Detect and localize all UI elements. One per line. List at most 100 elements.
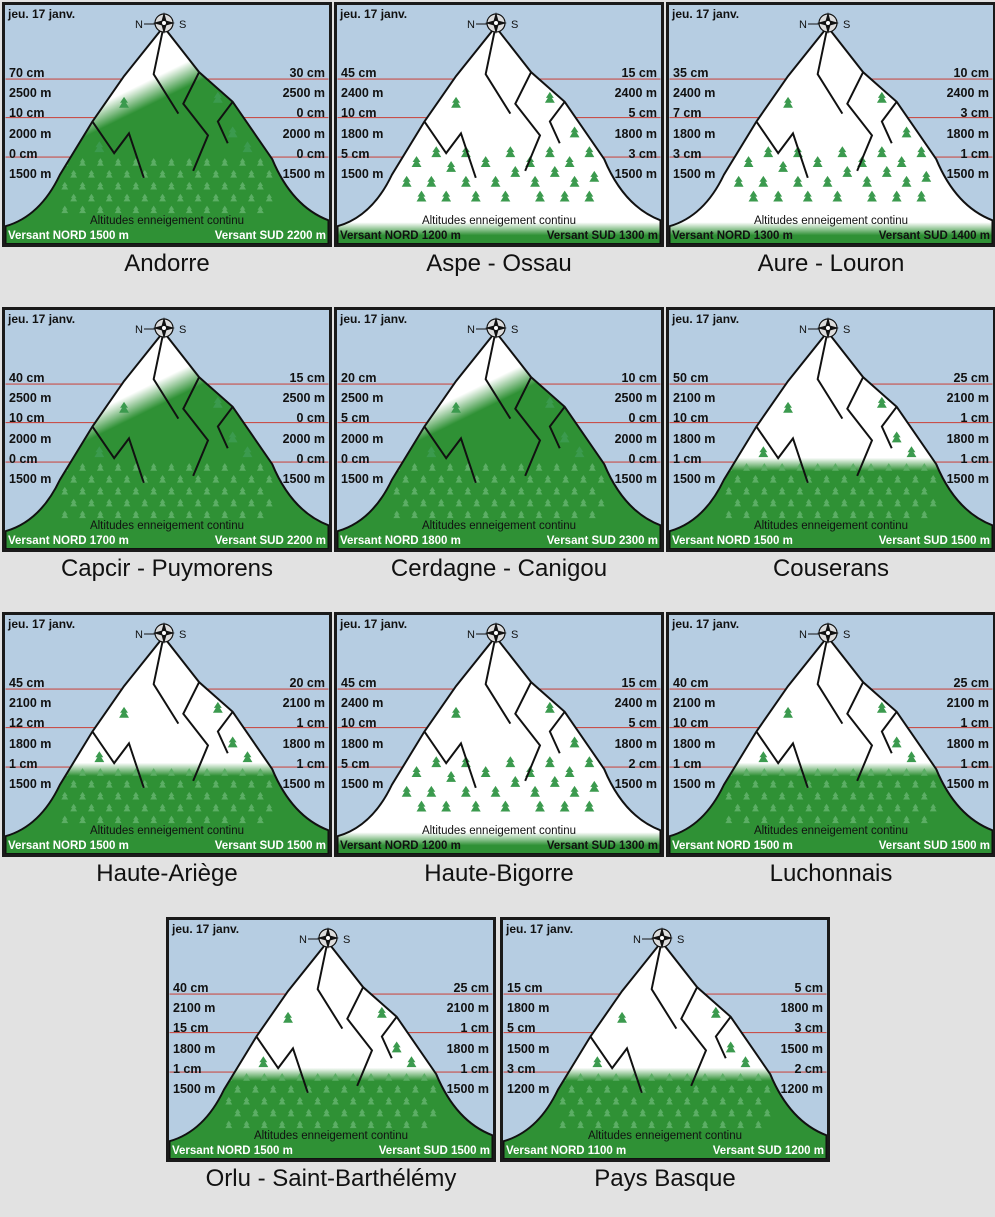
tree-icon <box>840 803 848 812</box>
tree-icon <box>482 486 490 495</box>
tree-icon <box>612 1120 620 1129</box>
altitude-left: 2000 m <box>9 432 52 446</box>
tree-icon <box>331 1120 339 1129</box>
tree-icon <box>754 1096 762 1105</box>
tree-icon <box>185 205 193 214</box>
tree-icon <box>701 1120 709 1129</box>
mountain-outline <box>669 635 993 854</box>
tree-icon <box>251 1108 259 1117</box>
tree-icon <box>141 803 149 812</box>
tree-icon <box>621 1108 629 1117</box>
tree-icon <box>896 156 907 167</box>
tree-icon <box>885 463 893 471</box>
tree-icon <box>553 486 561 495</box>
tree-icon <box>150 791 158 800</box>
tree-icon <box>630 1120 638 1129</box>
snow-depth-right: 15 cm <box>621 66 657 80</box>
tree-icon <box>105 193 113 202</box>
tree-icon <box>867 768 875 776</box>
tree-icon <box>419 498 427 507</box>
tree-icon <box>376 1108 384 1117</box>
tree-icon <box>867 463 875 471</box>
snow-panel: jeu. 17 janv. N S 40 cm 25 cm 2100 m 2100 m 15 … <box>166 917 496 1162</box>
tree-icon <box>401 175 412 187</box>
snow-depth-right: 0 cm <box>628 411 658 425</box>
altitude-right: 1500 m <box>282 167 325 181</box>
tree-icon <box>831 510 839 519</box>
tree-icon <box>96 181 104 190</box>
tree-icon <box>849 768 857 776</box>
mountain-outline <box>169 940 493 1159</box>
tree-icon <box>648 1120 656 1129</box>
tree-icon <box>683 1120 691 1129</box>
mountain-shape <box>669 26 993 244</box>
tree-icon <box>70 498 78 507</box>
compass-north-label: N <box>135 19 143 31</box>
tree-icon <box>114 158 122 166</box>
tree-icon <box>393 510 401 519</box>
tree-icon <box>376 1085 384 1093</box>
tree-icon <box>505 756 516 768</box>
tree-icon <box>470 190 481 202</box>
tree-icon <box>239 510 247 519</box>
tree-icon <box>123 498 131 507</box>
mountain-illustration <box>669 25 993 244</box>
tree-icon <box>796 486 804 495</box>
tree-icon <box>230 803 238 812</box>
compass-north-label: N <box>467 324 475 336</box>
tree-icon <box>499 510 507 519</box>
snow-depth-right: 5 cm <box>628 716 658 730</box>
tree-icon <box>194 170 202 178</box>
tree-icon <box>230 498 238 507</box>
tree-icon <box>796 768 804 776</box>
snow-depth-left: 45 cm <box>341 676 377 690</box>
mountain-illustration <box>337 330 661 549</box>
south-slope-altitude: Versant SUD 1400 m <box>878 230 990 242</box>
bulletin-date: jeu. 17 janv. <box>8 617 76 631</box>
massif-card: jeu. 17 janv. N S 70 cm 30 cm 2500 m 2500 m 10 … <box>2 2 332 302</box>
tree-icon <box>212 780 220 788</box>
tree-icon <box>911 780 919 788</box>
tree-icon <box>588 486 596 495</box>
tree-icon <box>867 510 875 519</box>
snow-depth-left: 15 cm <box>507 981 543 995</box>
altitude-left: 2400 m <box>341 696 384 710</box>
tree-icon <box>394 1108 402 1117</box>
tree-icon <box>758 175 769 187</box>
tree-icon <box>393 486 401 495</box>
tree-icon <box>901 126 912 138</box>
tree-icon <box>728 1085 736 1093</box>
tree-icon <box>230 170 238 178</box>
massif-name: Andorre <box>124 250 210 277</box>
massif-card: jeu. 17 janv. N S 40 cm 15 cm 2500 m 2500 m 10 … <box>2 307 332 607</box>
snow-depth-right: 1 cm <box>296 716 326 730</box>
altitude-left: 1800 m <box>341 737 384 751</box>
tree-icon <box>114 181 122 190</box>
tree-icon <box>79 510 87 519</box>
tree-icon <box>367 1096 375 1105</box>
snow-panel: jeu. 17 janv. N S 50 cm 25 cm 2100 m 2100 m 10 … <box>666 307 995 552</box>
tree-icon <box>455 475 463 483</box>
snow-depth-right: 1 cm <box>460 1062 490 1076</box>
tree-icon <box>132 791 140 800</box>
tree-icon <box>517 463 525 471</box>
tree-icon <box>247 475 255 483</box>
mountain-shape <box>669 331 993 549</box>
ridge-lines <box>423 636 566 789</box>
tree-icon <box>61 486 69 495</box>
mountain-shape <box>5 26 329 244</box>
tree-icon <box>185 158 193 166</box>
tree-icon <box>167 510 175 519</box>
tree-icon <box>490 785 501 797</box>
compass-south-label: S <box>511 629 518 641</box>
tree-icon <box>603 1108 611 1117</box>
tree-icon <box>243 1120 251 1129</box>
altitude-right: 2100 m <box>446 1001 489 1015</box>
tree-icon <box>579 498 587 507</box>
tree-icon <box>743 421 754 433</box>
